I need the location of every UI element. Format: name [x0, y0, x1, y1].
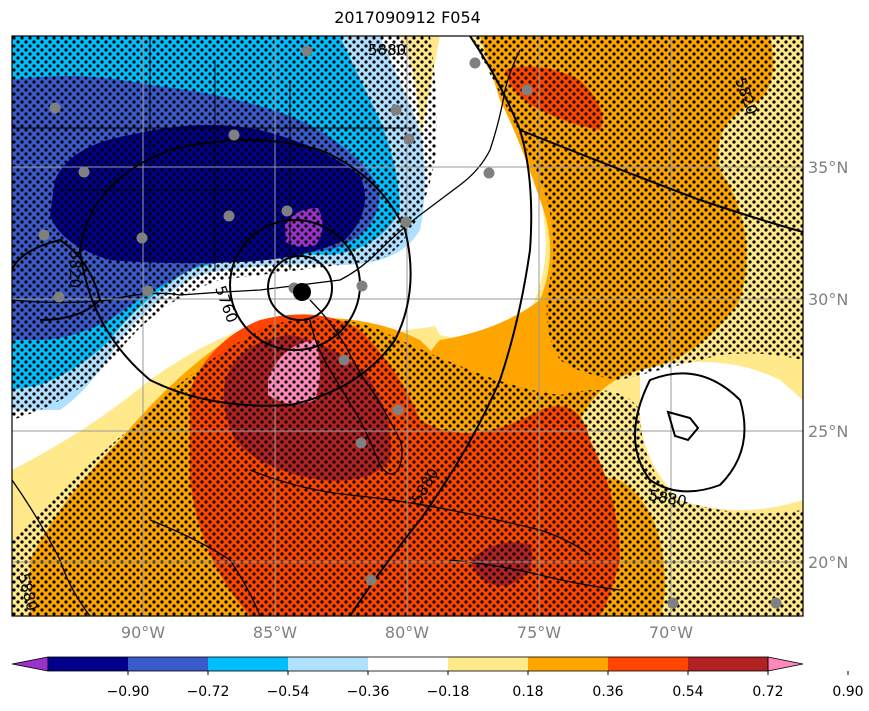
colorbar-segment: [48, 657, 128, 671]
colorbar-segment: [368, 657, 448, 671]
station-marker: [770, 597, 782, 609]
station-marker: [53, 291, 65, 303]
station-marker: [521, 84, 533, 96]
lon-label-70w: 70°W: [649, 623, 693, 642]
station-marker: [403, 133, 415, 145]
colorbar-tick-label: −0.36: [347, 684, 390, 700]
lat-label-30n: 30°N: [808, 290, 848, 309]
colorbar-tick-label: −0.90: [107, 684, 150, 700]
colorbar-segment: [688, 657, 768, 671]
colorbar-tick-label: −0.54: [267, 684, 310, 700]
colorbar-segment: [208, 657, 288, 671]
colorbar-outline: [47, 656, 769, 672]
lat-label-35n: 35°N: [808, 158, 848, 177]
colorbar-segment: [608, 657, 688, 671]
station-marker: [356, 280, 368, 292]
map-title: 2017090912 F054: [334, 8, 481, 27]
station-marker: [338, 354, 350, 366]
colorbar-tick-label: −0.72: [187, 684, 230, 700]
lon-label-90w: 90°W: [121, 623, 165, 642]
colorbar-segment: [288, 657, 368, 671]
station-marker: [38, 229, 50, 241]
station-markers: [38, 45, 782, 609]
shading-neutral-atl: [640, 362, 803, 510]
station-marker: [49, 102, 61, 114]
lon-label-85w: 85°W: [253, 623, 297, 642]
station-marker: [78, 166, 90, 178]
colorbar-tick-label: −0.18: [427, 684, 470, 700]
lat-label-20n: 20°N: [808, 553, 848, 572]
station-marker: [365, 574, 377, 586]
lat-label-25n: 25°N: [808, 422, 848, 441]
stipple-east: [470, 36, 803, 380]
station-marker: [392, 404, 404, 416]
station-marker: [355, 437, 367, 449]
contour-label-5880-north: 5880: [368, 41, 406, 59]
colorbar-ticks: −0.90 −0.72 −0.54 −0.36 −0.18 0.18 0.36 0.54 0.7…: [107, 671, 864, 700]
colorbar-segment: [128, 657, 208, 671]
colorbar-tick-label: 0.18: [512, 684, 543, 700]
height-contours: [12, 36, 803, 616]
station-marker: [469, 57, 481, 69]
storm-center-marker: [293, 283, 311, 301]
lon-label-80w: 80°W: [385, 623, 429, 642]
colorbar-tick-label: 0.54: [672, 684, 703, 700]
shading-neutral-east: [420, 36, 546, 339]
station-marker: [136, 232, 148, 244]
station-marker: [281, 205, 293, 217]
station-marker: [223, 210, 235, 222]
station-marker: [390, 104, 402, 116]
colorbar-segment: [528, 657, 608, 671]
contour-label-5820-west: 5820: [66, 250, 84, 288]
station-marker: [400, 216, 412, 228]
colorbar-extend-low: [11, 656, 49, 672]
map-frame: [11, 35, 804, 617]
colorbar-tick-label: 0.36: [592, 684, 623, 700]
colorbar-tick-label: 0.90: [832, 684, 863, 700]
colorbar-segment: [448, 657, 528, 671]
colorbar-tick-label: 0.72: [752, 684, 783, 700]
station-marker: [483, 167, 495, 179]
lon-label-75w: 75°W: [517, 623, 561, 642]
station-marker: [228, 129, 240, 141]
colorbar-extend-high: [767, 656, 804, 672]
station-marker: [142, 285, 154, 297]
colorbar: [11, 656, 804, 672]
station-marker: [301, 45, 313, 57]
station-marker: [667, 597, 679, 609]
stipple-north: [12, 36, 437, 420]
